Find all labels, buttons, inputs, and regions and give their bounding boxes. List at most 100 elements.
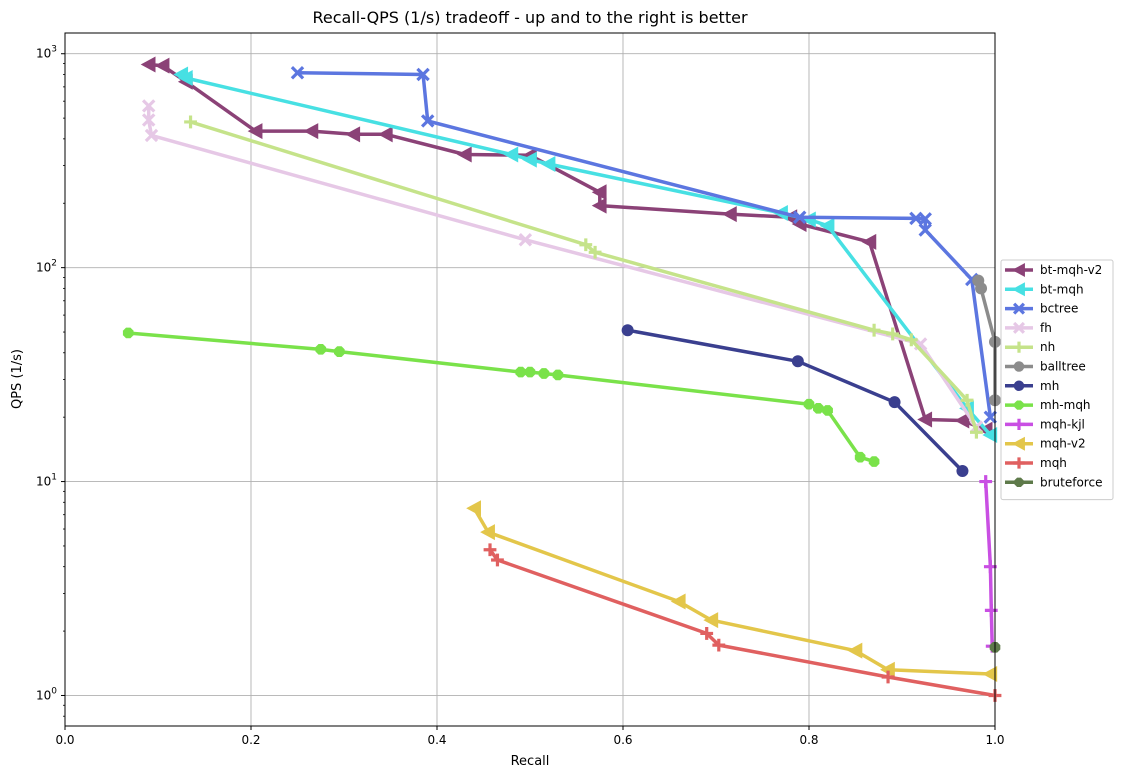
series-marker xyxy=(1012,263,1025,277)
series-marker xyxy=(141,113,156,127)
series-marker xyxy=(480,524,495,541)
series-marker xyxy=(518,233,533,247)
series-marker xyxy=(847,642,863,659)
series-marker xyxy=(868,456,880,467)
chart-title: Recall-QPS (1/s) tradeoff - up and to th… xyxy=(312,8,747,27)
series-mh xyxy=(621,324,969,478)
series-bctree xyxy=(290,66,998,424)
series-marker xyxy=(982,666,998,683)
series-line xyxy=(297,70,993,418)
x-tick-label: 0.4 xyxy=(427,733,446,747)
series-marker xyxy=(540,156,556,173)
legend-item: mh-mqh xyxy=(1005,398,1091,412)
series-marker xyxy=(904,333,918,347)
series-marker xyxy=(918,223,932,237)
series-mh-mqh xyxy=(122,327,880,467)
y-tick-label: 101 xyxy=(36,473,57,489)
series-marker xyxy=(975,282,988,295)
legend-item: fh xyxy=(1005,321,1052,335)
series-marker xyxy=(524,366,536,378)
series-marker xyxy=(140,56,156,73)
series-marker xyxy=(670,593,686,610)
series-marker xyxy=(1013,380,1025,392)
series-marker xyxy=(591,197,607,214)
series-line xyxy=(180,73,992,437)
series-marker xyxy=(812,402,824,414)
series-marker xyxy=(247,123,263,140)
series-marker xyxy=(290,66,305,80)
series-marker xyxy=(792,210,807,224)
series-marker xyxy=(822,405,833,416)
series-marker xyxy=(956,465,969,478)
series-marker xyxy=(491,553,504,567)
series-marker xyxy=(886,327,900,341)
series-marker xyxy=(377,126,393,143)
series-marker xyxy=(983,410,998,424)
series-marker xyxy=(1012,282,1025,297)
x-tick-label: 0.6 xyxy=(613,733,632,747)
series-line xyxy=(983,481,994,647)
series-marker xyxy=(420,114,435,128)
series-mqh-v2 xyxy=(466,500,998,683)
series-line xyxy=(148,62,987,432)
series-marker xyxy=(588,245,602,259)
series-marker xyxy=(522,151,537,168)
series-marker xyxy=(122,327,134,339)
series-marker xyxy=(154,57,170,74)
series-fh xyxy=(141,99,984,434)
series-marker xyxy=(416,67,430,82)
series-marker xyxy=(466,500,481,517)
series-marker xyxy=(917,411,933,428)
series-marker xyxy=(861,233,877,250)
series-marker xyxy=(881,670,895,684)
series-marker xyxy=(1012,302,1026,315)
grid xyxy=(64,33,996,726)
series-line xyxy=(128,331,875,464)
y-tick-label: 100 xyxy=(36,686,57,702)
legend-label: fh xyxy=(1040,321,1052,335)
legend-label: mqh xyxy=(1040,456,1067,470)
legend-frame xyxy=(1000,259,1114,501)
series-marker xyxy=(970,425,983,439)
legend-item: bctree xyxy=(1005,302,1078,316)
legend-label: bt-mqh xyxy=(1040,282,1084,296)
legend-item: bt-mqh xyxy=(1005,282,1084,297)
series-marker xyxy=(801,211,816,228)
series-marker xyxy=(538,368,550,379)
series-marker xyxy=(703,612,719,629)
series-marker xyxy=(1012,436,1025,451)
series-marker xyxy=(1013,457,1025,469)
plot-frame xyxy=(64,32,996,727)
series-marker xyxy=(515,366,527,378)
series-marker xyxy=(579,238,593,252)
legend-item: mh xyxy=(1005,379,1059,393)
series-marker xyxy=(184,115,197,129)
legend-item: balltree xyxy=(1005,360,1086,374)
legend-label: mqh-v2 xyxy=(1040,437,1086,451)
series-marker xyxy=(621,324,634,337)
series-marker xyxy=(591,184,607,201)
series-line xyxy=(488,548,996,698)
legend-item: mqh xyxy=(1005,456,1067,470)
series-marker xyxy=(984,603,998,617)
series-marker xyxy=(819,217,835,234)
y-tick-label: 103 xyxy=(36,45,57,61)
series-mqh xyxy=(483,543,1002,702)
series-mqh-kjl xyxy=(979,475,999,653)
axes: 0.0 0.2 0.4 0.6 0.8 1.0 100 101 102 103 xyxy=(36,45,1005,747)
series-marker xyxy=(854,451,866,463)
legend: bt-mqh-v2 bt-mqh bctree fh nh balltree mh mh-mq… xyxy=(1000,259,1114,501)
series-marker xyxy=(1013,418,1025,430)
x-tick-label: 1.0 xyxy=(985,733,1004,747)
series-marker xyxy=(880,661,895,678)
series-marker xyxy=(144,128,159,143)
legend-label: bt-mqh-v2 xyxy=(1040,263,1102,277)
series-marker xyxy=(503,146,519,163)
series-marker xyxy=(1014,477,1024,487)
series-nh xyxy=(184,115,983,439)
legend-label: mh-mqh xyxy=(1040,398,1091,412)
y-axis-label: QPS (1/s) xyxy=(10,349,25,409)
legend-label: bctree xyxy=(1040,302,1078,316)
series-marker xyxy=(954,412,970,429)
